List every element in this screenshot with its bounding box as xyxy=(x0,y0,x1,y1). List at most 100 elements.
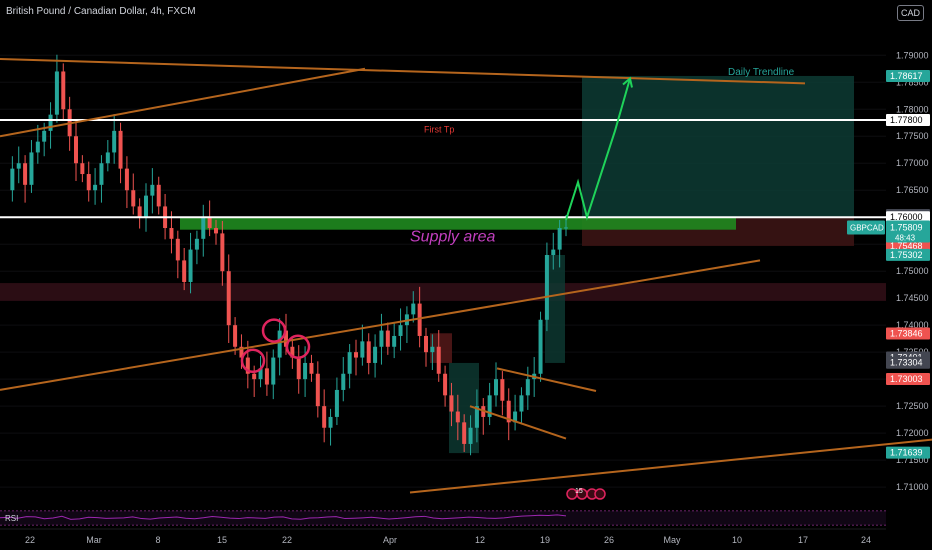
candle-body xyxy=(399,325,403,336)
x-tick-label: 8 xyxy=(155,535,160,545)
x-tick-label: 12 xyxy=(475,535,485,545)
candle-body xyxy=(539,320,543,374)
candle-body xyxy=(201,217,205,239)
candle-body xyxy=(360,341,364,357)
candle-body xyxy=(519,395,523,411)
candle-body xyxy=(131,190,135,206)
candle-body xyxy=(373,347,377,363)
x-tick-label: 15 xyxy=(217,535,227,545)
candle-body xyxy=(252,374,256,379)
price-label-text: 1.73304 xyxy=(890,358,923,368)
red-band-zone xyxy=(0,283,886,301)
candle-body xyxy=(265,368,269,384)
supply-area-label: Supply area xyxy=(410,229,495,246)
currency-badge[interactable]: CAD xyxy=(897,5,924,21)
y-tick-label: 1.72500 xyxy=(896,401,929,411)
candle-body xyxy=(214,228,218,233)
candle-body xyxy=(74,136,78,163)
y-tick-label: 1.75000 xyxy=(896,266,929,276)
candle-body xyxy=(80,163,84,174)
candle-body xyxy=(176,239,180,261)
candle-body xyxy=(55,71,59,114)
price-label-text: 1.71639 xyxy=(890,448,923,458)
candle-body xyxy=(189,250,193,282)
candle-body xyxy=(418,304,422,336)
candle-body xyxy=(348,352,352,374)
candle-body xyxy=(220,233,224,271)
candle-body xyxy=(106,152,110,163)
candle-body xyxy=(316,374,320,406)
candle-body xyxy=(335,390,339,417)
candle-body xyxy=(138,206,142,217)
candle-body xyxy=(303,363,307,379)
candle-body xyxy=(119,131,123,169)
candle-body xyxy=(437,347,441,374)
first-tp-label: First Tp xyxy=(424,124,454,134)
candle-body xyxy=(208,217,212,228)
candle-body xyxy=(87,174,91,190)
x-tick-label: Mar xyxy=(86,535,102,545)
candle-body xyxy=(29,152,33,184)
candle-body xyxy=(456,412,460,423)
x-tick-label: 17 xyxy=(798,535,808,545)
candle-body xyxy=(558,228,562,250)
y-tick-label: 1.77500 xyxy=(896,131,929,141)
candle-body xyxy=(112,131,116,153)
candle-body xyxy=(526,379,530,395)
price-label-text: 1.77800 xyxy=(890,115,923,125)
candle-body xyxy=(392,336,396,347)
candle-body xyxy=(271,358,275,385)
candle-body xyxy=(36,142,40,153)
candle-body xyxy=(469,428,473,444)
candle-body xyxy=(42,131,46,142)
candle-body xyxy=(367,341,371,363)
candle-body xyxy=(354,352,358,357)
candle-body xyxy=(157,185,161,207)
candle-body xyxy=(169,228,173,239)
target-zone xyxy=(582,76,854,217)
price-label-text: 1.73846 xyxy=(890,328,923,338)
candle-body xyxy=(424,336,428,352)
x-tick-label: 10 xyxy=(732,535,742,545)
candle-body xyxy=(309,363,313,374)
candle-body xyxy=(545,255,549,320)
price-label-text: 1.73003 xyxy=(890,374,923,384)
event-marker-icon xyxy=(595,489,605,499)
y-tick-label: 1.78000 xyxy=(896,104,929,114)
candle-body xyxy=(144,196,148,218)
candle-body xyxy=(195,239,199,250)
price-label-text: 1.75302 xyxy=(890,250,923,260)
candle-body xyxy=(341,374,345,390)
x-tick-label: May xyxy=(663,535,681,545)
candle-body xyxy=(386,331,390,347)
y-tick-label: 1.77000 xyxy=(896,158,929,168)
symbol-tag: GBPCAD xyxy=(850,224,884,233)
candle-body xyxy=(93,185,97,190)
candle-body xyxy=(500,379,504,401)
price-label-text: 1.78617 xyxy=(890,71,923,81)
candle-body xyxy=(125,169,129,191)
x-tick-label: 22 xyxy=(282,535,292,545)
x-tick-label: Apr xyxy=(383,535,397,545)
y-tick-label: 1.72000 xyxy=(896,428,929,438)
rsi-label: RSI xyxy=(5,514,18,523)
candle-body xyxy=(61,71,65,109)
candle-body xyxy=(227,271,231,325)
y-tick-label: 1.74500 xyxy=(896,293,929,303)
candle-body xyxy=(449,395,453,411)
candle-body xyxy=(379,331,383,347)
candle-body xyxy=(411,304,415,315)
countdown-label: 48:43 xyxy=(895,234,916,243)
candle-body xyxy=(99,163,103,185)
candle-body xyxy=(23,163,27,185)
candle-body xyxy=(10,169,14,191)
rsi-background xyxy=(0,511,886,525)
x-tick-label: 26 xyxy=(604,535,614,545)
x-tick-label: 19 xyxy=(540,535,550,545)
current-price-label: 1.75809 xyxy=(890,223,923,233)
candle-body xyxy=(329,417,333,428)
y-tick-label: 1.76500 xyxy=(896,185,929,195)
event-marker-label: 15 xyxy=(575,488,583,495)
candle-body xyxy=(322,406,326,428)
